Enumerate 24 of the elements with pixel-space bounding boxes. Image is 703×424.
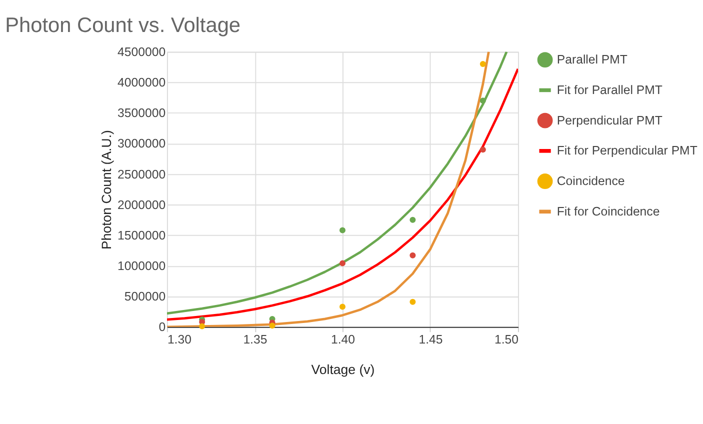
legend-label: Fit for Parallel PMT [556, 82, 663, 97]
y-axis-title: Photon Count (A.U.) [98, 130, 114, 250]
legend-label: Fit for Coincidence [556, 204, 660, 218]
x-tick-label: 1.35 [243, 332, 268, 346]
x-tick-label: 1.40 [330, 332, 356, 346]
y-tick-label: 1500000 [118, 228, 166, 242]
y-tick-label: 4500000 [118, 45, 166, 60]
legend-label: Parallel PMT [556, 52, 628, 67]
legend-label: Coincidence [556, 174, 625, 188]
legend-label: Perpendicular PMT [556, 113, 663, 128]
y-tick-label: 3500000 [118, 106, 166, 120]
y-tick-label: 500000 [124, 290, 166, 304]
y-tick-label: 2000000 [118, 198, 166, 212]
x-axis-title: Voltage (v) [311, 362, 375, 377]
y-tick-label: 1000000 [118, 259, 166, 274]
y-tick-label: 0 [158, 320, 166, 334]
x-tick-label: 1.45 [418, 332, 443, 346]
chart-title: Photon Count vs. Voltage [5, 14, 241, 37]
legend-label: Fit for Perpendicular PMT [556, 144, 698, 158]
y-tick-label: 3000000 [118, 136, 166, 151]
x-tick-label: 1.30 [167, 332, 192, 346]
x-tick-label: 1.50 [494, 332, 519, 346]
y-tick-label: 4000000 [118, 76, 166, 90]
y-tick-label: 2500000 [118, 167, 166, 182]
